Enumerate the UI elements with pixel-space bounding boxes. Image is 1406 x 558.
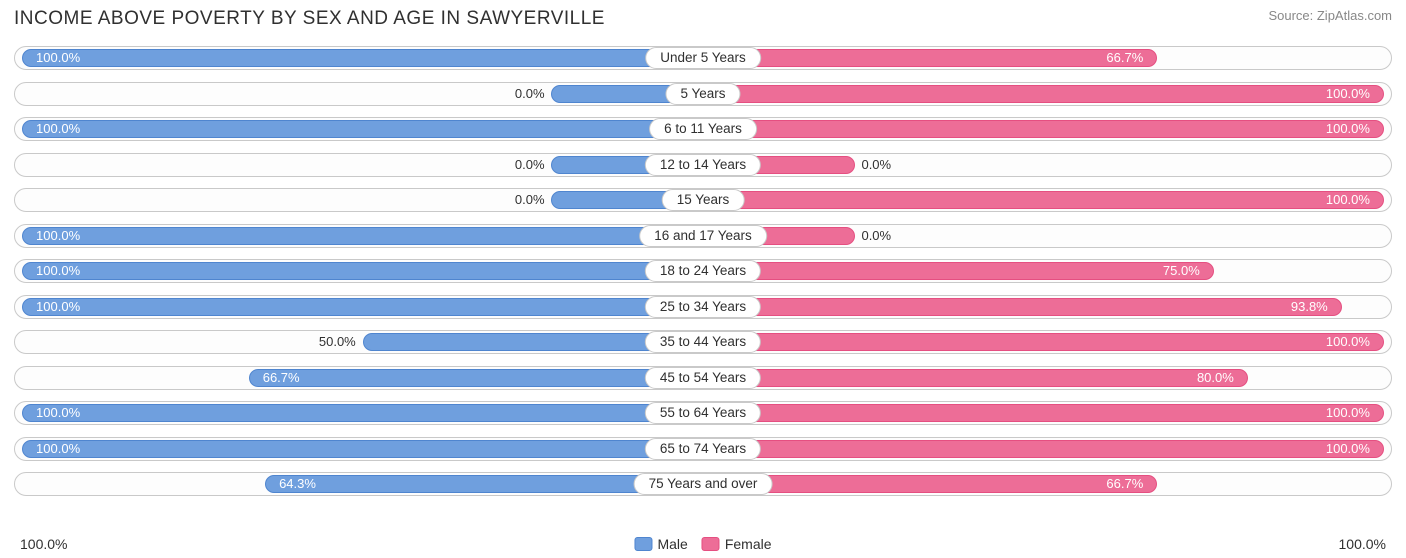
chart-row: 100.0% 66.7% Under 5 Years [14,40,1392,76]
legend-item-male: Male [634,536,687,552]
legend-swatch-male [634,537,652,551]
value-label-male: 0.0% [515,156,545,174]
category-label: 65 to 74 Years [645,438,761,460]
value-label-female: 0.0% [861,156,891,174]
value-label-female: 93.8% [1291,298,1328,316]
bar-male [22,440,703,458]
category-label: 6 to 11 Years [649,118,757,140]
chart-row: 0.0% 0.0% 12 to 14 Years [14,147,1392,183]
bar-male [249,369,703,387]
value-label-male: 100.0% [36,298,80,316]
axis-label-left: 100.0% [20,536,67,552]
bar-male [22,227,703,245]
chart-row: 100.0% 100.0% 6 to 11 Years [14,111,1392,147]
bar-male [22,120,703,138]
chart-row: 100.0% 0.0% 16 and 17 Years [14,218,1392,254]
chart-footer: 100.0% Male Female 100.0% [14,530,1392,552]
chart-row: 100.0% 100.0% 65 to 74 Years [14,431,1392,467]
value-label-female: 100.0% [1326,85,1370,103]
category-label: 35 to 44 Years [645,331,761,353]
value-label-male: 66.7% [263,369,300,387]
bar-female [703,85,1384,103]
value-label-female: 100.0% [1326,440,1370,458]
value-label-male: 100.0% [36,440,80,458]
legend: Male Female [634,536,771,552]
category-label: 75 Years and over [634,473,773,495]
category-label: 55 to 64 Years [645,402,761,424]
category-label: 12 to 14 Years [645,154,761,176]
chart-source: Source: ZipAtlas.com [1268,8,1392,23]
category-label: 25 to 34 Years [645,296,761,318]
chart-row: 100.0% 75.0% 18 to 24 Years [14,253,1392,289]
bar-female [703,120,1384,138]
value-label-female: 66.7% [1106,475,1143,493]
value-label-male: 100.0% [36,49,80,67]
value-label-female: 80.0% [1197,369,1234,387]
bar-male [22,49,703,67]
chart-area: 100.0% 66.7% Under 5 Years 0.0% 100.0% 5 Year… [14,40,1392,528]
value-label-female: 66.7% [1106,49,1143,67]
value-label-female: 100.0% [1326,191,1370,209]
value-label-male: 0.0% [515,191,545,209]
category-label: 45 to 54 Years [645,367,761,389]
category-label: 15 Years [662,189,745,211]
bar-female [703,49,1157,67]
bar-male [22,262,703,280]
value-label-female: 0.0% [861,227,891,245]
chart-row: 100.0% 93.8% 25 to 34 Years [14,289,1392,325]
legend-label-female: Female [725,536,772,552]
value-label-female: 75.0% [1163,262,1200,280]
value-label-female: 100.0% [1326,404,1370,422]
bar-female [703,440,1384,458]
chart-row: 100.0% 100.0% 55 to 64 Years [14,395,1392,431]
legend-item-female: Female [702,536,772,552]
value-label-male: 50.0% [319,333,356,351]
category-label: 18 to 24 Years [645,260,761,282]
value-label-male: 100.0% [36,262,80,280]
category-label: 5 Years [665,83,740,105]
bar-female [703,262,1214,280]
axis-label-right: 100.0% [1339,536,1386,552]
chart-row: 0.0% 100.0% 15 Years [14,182,1392,218]
bar-female [703,369,1248,387]
bar-male [22,298,703,316]
value-label-male: 100.0% [36,227,80,245]
value-label-female: 100.0% [1326,333,1370,351]
bar-female [703,191,1384,209]
value-label-male: 64.3% [279,475,316,493]
chart-title: INCOME ABOVE POVERTY BY SEX AND AGE IN S… [14,8,605,30]
bar-male [22,404,703,422]
chart-header: INCOME ABOVE POVERTY BY SEX AND AGE IN S… [0,0,1406,34]
category-label: 16 and 17 Years [639,225,767,247]
value-label-female: 100.0% [1326,120,1370,138]
value-label-male: 0.0% [515,85,545,103]
category-label: Under 5 Years [645,47,761,69]
chart-row: 66.7% 80.0% 45 to 54 Years [14,360,1392,396]
chart-row: 0.0% 100.0% 5 Years [14,76,1392,112]
chart-row: 64.3% 66.7% 75 Years and over [14,466,1392,502]
bar-female [703,298,1342,316]
chart-row: 50.0% 100.0% 35 to 44 Years [14,324,1392,360]
value-label-male: 100.0% [36,404,80,422]
value-label-male: 100.0% [36,120,80,138]
legend-swatch-female [702,537,720,551]
bar-female [703,333,1384,351]
bar-female [703,404,1384,422]
legend-label-male: Male [657,536,687,552]
